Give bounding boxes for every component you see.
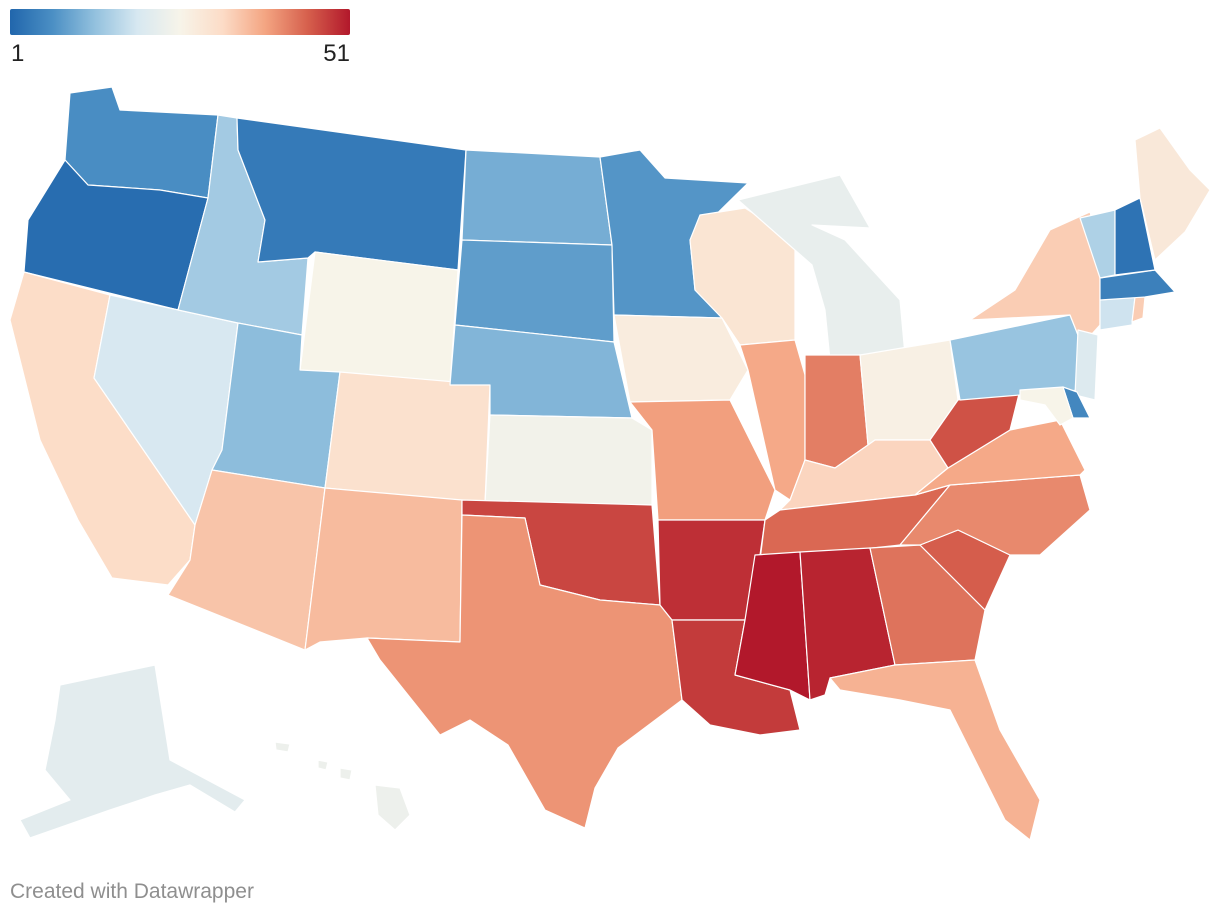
state-ri[interactable] bbox=[1131, 296, 1146, 323]
credit-footer: Created with Datawrapper bbox=[10, 880, 254, 903]
state-nm[interactable] bbox=[304, 487, 463, 651]
state-ak[interactable] bbox=[19, 664, 246, 839]
legend-min-label: 1 bbox=[11, 40, 25, 67]
us-choropleth-map bbox=[9, 86, 1211, 841]
color-legend: 1 51 bbox=[10, 9, 350, 67]
state-ks[interactable] bbox=[484, 414, 653, 506]
state-ia[interactable] bbox=[613, 314, 749, 403]
legend-max-label: 51 bbox=[323, 40, 350, 67]
state-nd[interactable] bbox=[461, 149, 613, 246]
state-wa[interactable] bbox=[64, 86, 219, 199]
state-wy[interactable] bbox=[299, 251, 459, 386]
state-sd[interactable] bbox=[454, 239, 615, 343]
state-mt[interactable] bbox=[236, 117, 467, 271]
state-co[interactable] bbox=[324, 371, 491, 504]
state-hi[interactable] bbox=[274, 741, 411, 831]
state-me[interactable] bbox=[1134, 127, 1211, 261]
state-md[interactable] bbox=[1019, 386, 1074, 426]
state-nh[interactable] bbox=[1114, 197, 1156, 276]
state-fl[interactable] bbox=[829, 659, 1041, 841]
state-mi[interactable] bbox=[737, 174, 906, 361]
state-tx[interactable] bbox=[366, 514, 683, 829]
state-nj[interactable] bbox=[1074, 329, 1099, 401]
legend-gradient-bar bbox=[10, 9, 350, 35]
state-ct[interactable] bbox=[1099, 296, 1136, 331]
